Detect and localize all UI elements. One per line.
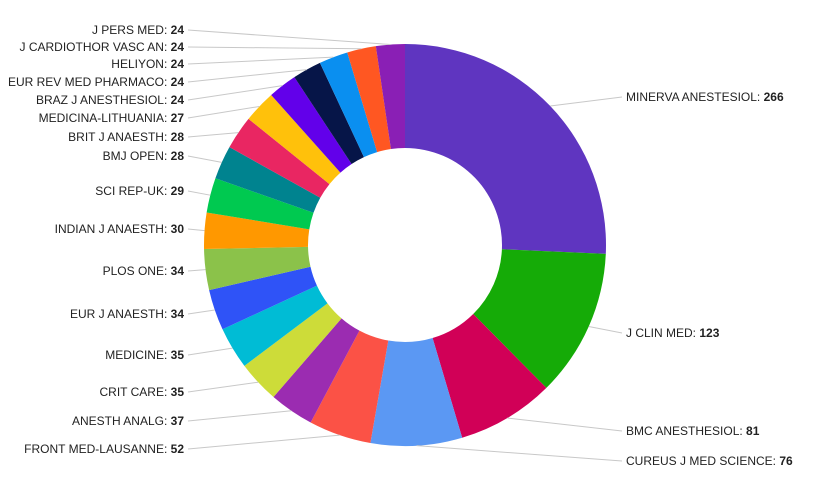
data-label-heliyon: HELIYON: 24 bbox=[111, 57, 184, 71]
data-label-front-med-lausanne: FRONT MED-LAUSANNE: 52 bbox=[24, 442, 184, 456]
leader-line-eur-j-anaesth bbox=[187, 309, 215, 315]
leader-line-braz-j-anesthesiol bbox=[187, 85, 283, 101]
leader-line-bmj-open bbox=[187, 155, 222, 163]
data-label-brit-j-anaesth: BRIT J ANAESTH: 28 bbox=[68, 130, 184, 144]
slice-anesth-analg[interactable] bbox=[273, 318, 360, 423]
data-label-medicine: MEDICINE: 35 bbox=[105, 348, 184, 362]
slice-sci-rep-uk[interactable] bbox=[206, 178, 314, 230]
data-label-crit-care: CRIT CARE: 35 bbox=[100, 385, 185, 399]
slice-j-cardiothor-vasc-an[interactable] bbox=[347, 46, 391, 153]
data-label-eur-j-anaesth: EUR J ANAESTH: 34 bbox=[70, 307, 184, 321]
leader-line-indian-j-anaesth bbox=[187, 228, 205, 232]
data-label-medicina-lithuania: MEDICINA-LITHUANIA: 27 bbox=[39, 111, 185, 125]
slice-medicine[interactable] bbox=[222, 285, 328, 366]
slice-j-clin-med[interactable] bbox=[473, 249, 606, 388]
slice-heliyon[interactable] bbox=[319, 52, 378, 158]
data-label-bmj-open: BMJ OPEN: 28 bbox=[103, 149, 185, 163]
data-label-j-pers-med: J PERS MED: 24 bbox=[92, 23, 184, 37]
slice-crit-care[interactable] bbox=[244, 303, 342, 397]
leader-line-j-clin-med bbox=[588, 325, 623, 334]
data-label-sci-rep-uk: SCI REP-UK: 29 bbox=[95, 184, 184, 198]
data-label-indian-j-anaesth: INDIAN J ANAESTH: 30 bbox=[55, 222, 185, 236]
slice-indian-j-anaesth[interactable] bbox=[204, 212, 310, 249]
data-label-cureus-j-med-science: CUREUS J MED SCIENCE: 76 bbox=[626, 454, 793, 468]
labels-group: MINERVA ANESTESIOL: 266 J CLIN MED: 123 BM… bbox=[8, 23, 793, 468]
data-label-j-clin-med: J CLIN MED: 123 bbox=[626, 326, 720, 340]
slice-j-pers-med[interactable] bbox=[375, 44, 405, 150]
slices-group bbox=[204, 44, 606, 447]
slice-bmj-open[interactable] bbox=[215, 147, 321, 213]
leader-line-brit-j-anaesth bbox=[187, 132, 239, 138]
data-label-minerva-anestesiol: MINERVA ANESTESIOL: 266 bbox=[626, 90, 784, 104]
data-label-plos-one: PLOS ONE: 34 bbox=[103, 264, 185, 278]
leader-line-crit-care bbox=[187, 381, 259, 393]
leader-line-j-pers-med bbox=[187, 29, 391, 46]
leader-line-bmc-anesthesiol bbox=[507, 417, 623, 432]
data-label-j-cardiothor-vasc-an: J CARDIOTHOR VASC AN: 24 bbox=[20, 40, 185, 54]
slice-eur-rev-med-pharmaco[interactable] bbox=[294, 62, 364, 165]
leader-line-anesth-analg bbox=[187, 410, 292, 422]
slice-bmc-anesthesiol[interactable] bbox=[432, 313, 547, 438]
leader-line-heliyon bbox=[187, 56, 334, 65]
slice-front-med-lausanne[interactable] bbox=[310, 330, 389, 443]
leader-line-medicine bbox=[187, 347, 233, 356]
slice-eur-j-anaesth[interactable] bbox=[209, 266, 317, 330]
leader-line-eur-rev-med-pharmaco bbox=[187, 69, 307, 83]
data-label-bmc-anesthesiol: BMC ANESTHESIOL: 81 bbox=[626, 424, 760, 438]
leader-line-medicina-lithuania bbox=[187, 105, 260, 119]
leader-line-cureus-j-med-science bbox=[416, 445, 623, 462]
data-label-anesth-analg: ANESTH ANALG: 37 bbox=[72, 414, 184, 428]
leader-lines-group bbox=[187, 29, 623, 462]
data-label-braz-j-anesthesiol: BRAZ J ANESTHESIOL: 24 bbox=[36, 93, 184, 107]
slice-medicina-lithuania[interactable] bbox=[248, 95, 341, 185]
slice-braz-j-anesthesiol[interactable] bbox=[271, 77, 352, 173]
leader-line-minerva-anestesiol bbox=[550, 96, 623, 107]
slice-plos-one[interactable] bbox=[204, 246, 311, 291]
data-label-eur-rev-med-pharmaco: EUR REV MED PHARMACO: 24 bbox=[8, 75, 184, 89]
leader-line-plos-one bbox=[187, 269, 206, 272]
leader-line-front-med-lausanne bbox=[187, 434, 340, 450]
leader-line-sci-rep-uk bbox=[187, 190, 211, 196]
slice-brit-j-anaesth[interactable] bbox=[229, 118, 330, 198]
leader-line-j-cardiothor-vasc-an bbox=[187, 46, 362, 50]
slice-minerva-anestesiol[interactable] bbox=[405, 44, 606, 254]
slice-cureus-j-med-science[interactable] bbox=[370, 337, 463, 447]
